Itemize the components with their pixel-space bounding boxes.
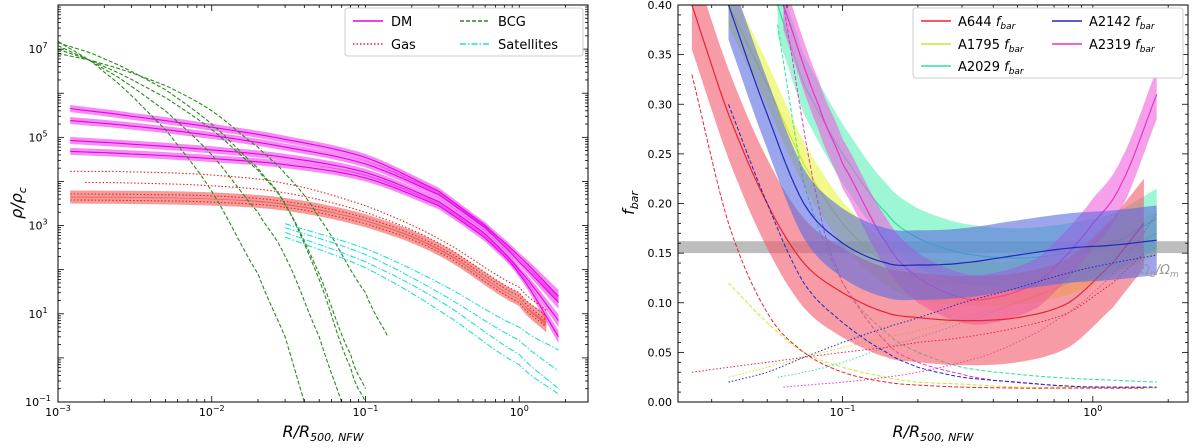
right-ylabel: fbar: [619, 190, 641, 215]
right-ytick-label: 0.15: [648, 247, 673, 260]
left-axes-frame: [57, 4, 589, 403]
right-ytick-label: 0.40: [648, 0, 673, 12]
legend-label-a2029: A2029 fbar: [958, 60, 1025, 77]
left-legend: DM Gas BCG Satellites: [344, 7, 584, 57]
left-ylabel: ρ/ρc: [7, 187, 29, 219]
right-ytick-label: 0.30: [648, 98, 673, 111]
left-series-gas-4: [70, 170, 547, 311]
right-series-a2029-stellar-line: [777, 24, 1157, 383]
legend-label-a2142: A2142 fbar: [1089, 15, 1156, 32]
left-series-satellites-13: [284, 223, 559, 351]
left-series-bcg-11: [58, 40, 305, 402]
left-series-gas-5: [85, 181, 547, 317]
left-series-dm-1-band: [70, 117, 559, 309]
legend-label-gas: Gas: [391, 38, 416, 53]
left-xtick-label: 10−2: [199, 404, 225, 419]
legend-label-dm: DM: [391, 15, 412, 30]
right-series-a2142-stellar-line: [728, 104, 1157, 388]
left-xlabel: R/R500, NFW: [282, 422, 364, 444]
left-panel: 10−3 10−2 10−1 100 10−1 101 103 105 107 R/R500, …: [7, 4, 589, 444]
right-series-a2142-band: [728, 5, 1157, 301]
left-series-bcg-8: [58, 42, 366, 402]
left-ytick-label: 10−1: [25, 394, 51, 409]
right-ytick-label: 0.25: [648, 148, 673, 161]
right-legend-box: [912, 7, 1184, 79]
right-series-a644-fbar-line: [691, 5, 1145, 322]
left-series-satellites-14: [284, 227, 559, 372]
left-series-dm-3-band: [70, 147, 559, 344]
left-series-bcg-10: [58, 45, 343, 402]
cosmic-baryon-label: Ωb/Ωm: [1139, 263, 1179, 280]
right-series-a2142-fbar-line: [727, 5, 1157, 266]
left-series-dm-2: [70, 139, 559, 321]
left-ytick-label: 105: [28, 129, 47, 144]
left-series-bcg-9: [58, 48, 366, 389]
left-ytick-label: 107: [28, 41, 47, 56]
right-xtick-label: 10−1: [830, 404, 856, 419]
left-series-bcg-12: [58, 52, 389, 338]
right-ytick-label: 0.05: [648, 346, 673, 359]
right-series-a644-stellar-line: [691, 74, 1144, 389]
legend-label-a1795: A1795 fbar: [958, 38, 1025, 55]
right-ytick-label: 0.20: [648, 198, 673, 211]
legend-label-a644: A644 fbar: [958, 15, 1017, 32]
left-legend-box: [344, 7, 584, 57]
left-series-dm-3: [70, 150, 559, 338]
right-series-a1795-stellar-line: [728, 282, 1157, 389]
right-xlabel: R/R500, NFW: [892, 422, 974, 444]
right-ytick-label: 0.35: [648, 49, 673, 62]
legend-label-satellites: Satellites: [498, 38, 558, 53]
left-series-gas-7: [70, 199, 547, 328]
right-legend: A644 fbar A2142 fbar A1795 fbar A2319 fb…: [912, 7, 1184, 79]
legend-label-bcg: BCG: [498, 15, 526, 30]
right-panel: 10−1 100 0.00 0.05 0.10 0.15 0.20 0.25 0.30 0.35 0…: [619, 0, 1189, 444]
left-ytick-label: 103: [28, 218, 47, 233]
left-series-gas-6: [70, 193, 547, 322]
left-xtick-label: 100: [510, 404, 529, 419]
right-ytick-label: 0.10: [648, 297, 673, 310]
right-ytick-label: 0.00: [648, 396, 673, 409]
legend-label-a2319: A2319 fbar: [1089, 38, 1156, 55]
left-series-dm-0: [70, 107, 559, 297]
left-series-dm-1: [70, 120, 559, 303]
left-xtick-label: 10−1: [353, 404, 379, 419]
left-xtick-label: 10−3: [45, 404, 71, 419]
right-xtick-label: 100: [1083, 404, 1102, 419]
right-series-a2142-gas-line: [728, 254, 1157, 383]
left-ytick-label: 101: [28, 306, 47, 321]
